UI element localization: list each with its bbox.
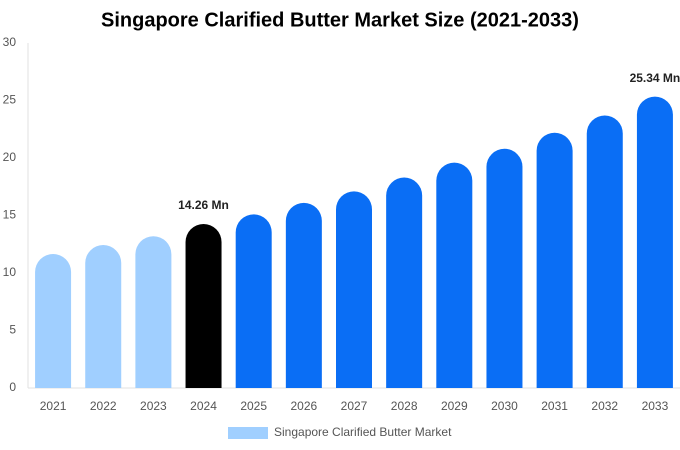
x-tick-label: 2025 <box>240 399 267 413</box>
x-tick-label: 2027 <box>341 399 368 413</box>
y-tick-label: 25 <box>3 93 17 107</box>
chart-title: Singapore Clarified Butter Market Size (… <box>101 9 579 31</box>
y-tick-label: 5 <box>9 323 16 337</box>
x-tick-label: 2021 <box>40 399 67 413</box>
bar <box>185 224 222 388</box>
x-tick-label: 2029 <box>441 399 468 413</box>
x-tick-label: 2031 <box>541 399 568 413</box>
x-tick-label: 2024 <box>190 399 217 413</box>
bar <box>285 202 322 388</box>
y-tick-label: 30 <box>3 35 17 49</box>
x-tick-label: 2032 <box>591 399 618 413</box>
bar <box>536 132 573 388</box>
bar <box>586 115 623 388</box>
data-label: 25.34 Mn <box>630 71 680 85</box>
bar <box>436 162 473 388</box>
y-tick-label: 0 <box>9 380 16 394</box>
bar <box>336 191 372 388</box>
bar <box>35 254 72 388</box>
x-tick-label: 2030 <box>491 399 518 413</box>
legend-label: Singapore Clarified Butter Market <box>274 425 452 439</box>
bar <box>235 214 272 388</box>
legend-swatch <box>228 427 268 439</box>
y-tick-label: 10 <box>3 265 17 279</box>
x-tick-label: 2026 <box>290 399 317 413</box>
x-tick-label: 2022 <box>90 399 117 413</box>
x-tick-label: 2033 <box>642 399 669 413</box>
x-tick-label: 2028 <box>391 399 418 413</box>
x-tick-label: 2023 <box>140 399 167 413</box>
bar <box>85 245 122 388</box>
bar <box>386 177 423 388</box>
bar <box>636 96 673 388</box>
y-tick-label: 15 <box>3 208 17 222</box>
bar <box>135 236 172 388</box>
bar <box>486 148 523 388</box>
y-tick-label: 20 <box>3 150 17 164</box>
data-label: 14.26 Mn <box>178 198 229 212</box>
